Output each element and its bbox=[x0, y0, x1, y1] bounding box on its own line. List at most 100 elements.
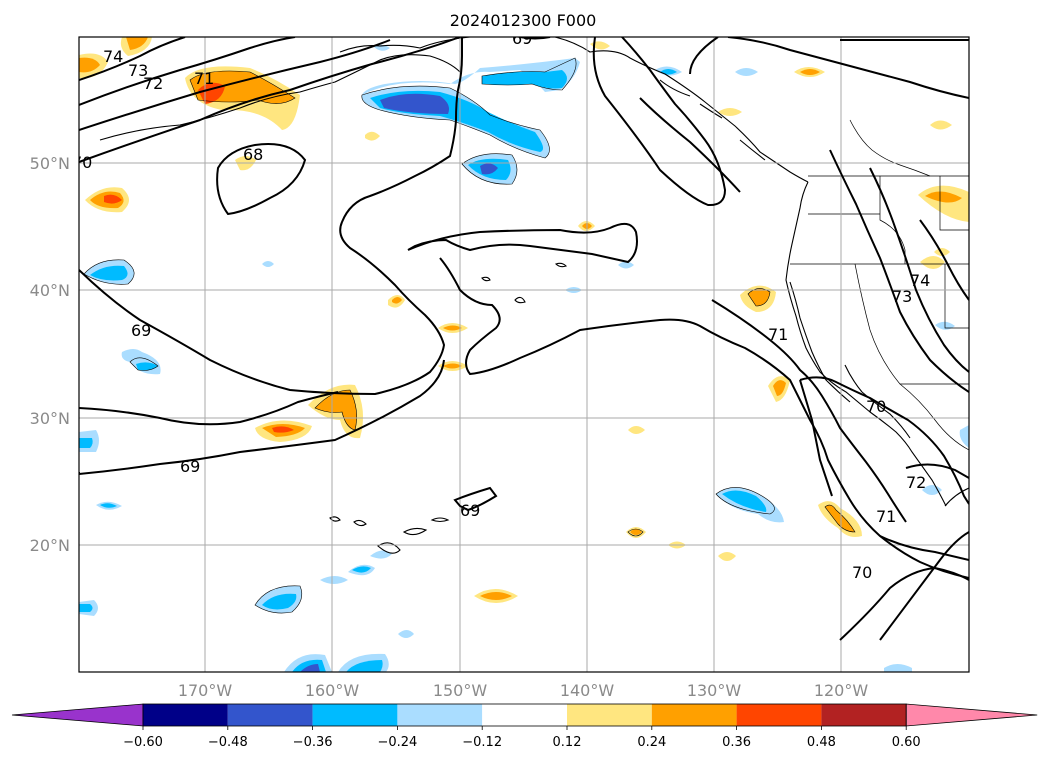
lon-label: 160°W bbox=[305, 681, 360, 700]
lon-label: 170°W bbox=[178, 681, 233, 700]
contour-label: 69 bbox=[180, 457, 200, 476]
lon-label: 130°W bbox=[687, 681, 742, 700]
colorbar-tick-label: −0.36 bbox=[293, 735, 333, 750]
colorbar-tick-label: 0.48 bbox=[807, 735, 836, 750]
colorbar-segment bbox=[736, 704, 822, 726]
political-borders bbox=[790, 119, 969, 451]
lon-label: 140°W bbox=[560, 681, 615, 700]
contour-label: 71 bbox=[876, 507, 896, 526]
colorbar-tick-label: −0.48 bbox=[208, 735, 248, 750]
lat-label: 50°N bbox=[30, 154, 70, 173]
cool-anomaly-patch bbox=[398, 630, 414, 638]
contour-label: 71 bbox=[194, 69, 214, 88]
colorbar: −0.60 −0.48 −0.36 −0.24 −0.12 0.12 0.24 0.36 0.4… bbox=[11, 703, 1038, 750]
warm-anomaly-patch bbox=[718, 552, 736, 561]
warm-anomaly-patch bbox=[930, 120, 952, 130]
colorbar-tick-label: 0.24 bbox=[637, 735, 666, 750]
warm-anomaly-patch bbox=[925, 191, 962, 203]
cool-anomaly-patch bbox=[362, 58, 580, 95]
warm-anomaly-patch bbox=[628, 426, 645, 434]
warm-anomaly-patch bbox=[825, 505, 855, 532]
map-area: 74 73 72 71 70 68 69 69 69 69 71 73 74 7… bbox=[79, 29, 969, 672]
warm-anomaly-patch bbox=[443, 325, 462, 331]
colorbar-segment bbox=[482, 704, 567, 726]
cool-anomaly-patch bbox=[262, 593, 297, 610]
colorbar-tick-label: 0.12 bbox=[553, 735, 582, 750]
colorbar-extend-max bbox=[905, 703, 1038, 727]
lat-label: 20°N bbox=[30, 536, 70, 555]
warm-anomaly-patch bbox=[126, 37, 148, 50]
lon-label: 120°W bbox=[814, 681, 869, 700]
cool-anomaly-patch bbox=[922, 485, 942, 495]
colorbar-tick-label: −0.24 bbox=[377, 735, 417, 750]
cool-anomaly-patch bbox=[482, 70, 567, 89]
warm-anomaly-patch bbox=[443, 363, 462, 369]
cool-anomaly-patch bbox=[346, 660, 383, 672]
cool-anomaly-patch bbox=[79, 438, 93, 448]
contour-label: 69 bbox=[512, 29, 532, 48]
coastlines bbox=[99, 37, 969, 507]
colorbar-frame bbox=[142, 703, 907, 727]
cool-anomaly-patch bbox=[959, 425, 969, 448]
cool-anomaly-patch bbox=[100, 503, 117, 508]
lat-label: 30°N bbox=[30, 409, 70, 428]
contour-label: 68 bbox=[243, 145, 263, 164]
colorbar-segment bbox=[651, 704, 737, 726]
cool-anomaly-patch bbox=[90, 265, 128, 281]
colorbar-segment bbox=[821, 704, 907, 726]
contour-label: 69 bbox=[131, 321, 151, 340]
longitude-labels: 170°W 160°W 150°W 140°W 130°W 120°W bbox=[178, 681, 869, 700]
contour-label: 71 bbox=[768, 325, 788, 344]
contour-label: 74 bbox=[910, 271, 930, 290]
warm-anomaly-patch bbox=[480, 592, 512, 600]
colorbar-segment bbox=[227, 704, 313, 726]
colorbar-tick-label: −0.60 bbox=[123, 735, 163, 750]
cool-anomaly-patch bbox=[618, 261, 634, 269]
contour-label: 74 bbox=[103, 47, 123, 66]
contour-label: 70 bbox=[866, 397, 886, 416]
warm-anomaly-patch bbox=[79, 57, 100, 73]
warm-anomaly-patch bbox=[630, 529, 642, 535]
colorbar-tick-label: −0.12 bbox=[462, 735, 502, 750]
warm-anomaly-patch bbox=[773, 380, 786, 396]
cool-anomaly-patch bbox=[722, 490, 767, 512]
cool-anomaly-patch bbox=[380, 93, 449, 114]
warm-anomaly-patch bbox=[800, 69, 820, 75]
latitude-labels: 50°N 40°N 30°N 20°N bbox=[30, 154, 70, 555]
contour-label: 72 bbox=[906, 473, 926, 492]
contour-label: 73 bbox=[128, 61, 148, 80]
anomaly-outlines bbox=[83, 57, 856, 614]
cool-anomaly-patch bbox=[262, 261, 274, 267]
lat-label: 40°N bbox=[30, 281, 70, 300]
contour-lines bbox=[79, 37, 969, 641]
contour-label: 72 bbox=[143, 74, 163, 93]
cool-anomaly-patch bbox=[320, 576, 348, 584]
colorbar-extend-min bbox=[11, 703, 144, 727]
cool-anomaly-patch bbox=[370, 550, 392, 559]
warm-anomaly-patch bbox=[365, 131, 380, 141]
colorbar-tick-label: 0.36 bbox=[722, 735, 751, 750]
colorbar-segment bbox=[397, 704, 483, 726]
cool-anomaly-patch bbox=[735, 68, 758, 76]
cool-anomaly-patch bbox=[480, 163, 498, 175]
islands bbox=[329, 262, 568, 554]
map-frame bbox=[78, 36, 970, 673]
cool-anomaly-patch bbox=[79, 604, 93, 612]
graticule bbox=[79, 37, 969, 672]
contour-label: 69 bbox=[460, 501, 480, 520]
colorbar-segment bbox=[567, 704, 652, 726]
cool-anomaly-patch bbox=[884, 664, 912, 672]
warm-anomaly-patch bbox=[748, 288, 770, 306]
warm-anomaly-patch bbox=[392, 297, 402, 304]
warm-anomaly-patch bbox=[718, 108, 742, 116]
map-title: 2024012300 F000 bbox=[450, 11, 597, 30]
contour-label: 73 bbox=[892, 287, 912, 306]
lon-label: 150°W bbox=[433, 681, 488, 700]
contour-labels: 74 73 72 71 70 68 69 69 69 69 71 73 74 7… bbox=[79, 29, 930, 582]
cool-anomaly-patch bbox=[352, 566, 371, 573]
colorbar-tick-label: 0.60 bbox=[892, 735, 921, 750]
warm-anomaly-patch bbox=[272, 426, 294, 433]
contour-label: 70 bbox=[852, 563, 872, 582]
warm-anomaly-patch bbox=[104, 194, 122, 204]
